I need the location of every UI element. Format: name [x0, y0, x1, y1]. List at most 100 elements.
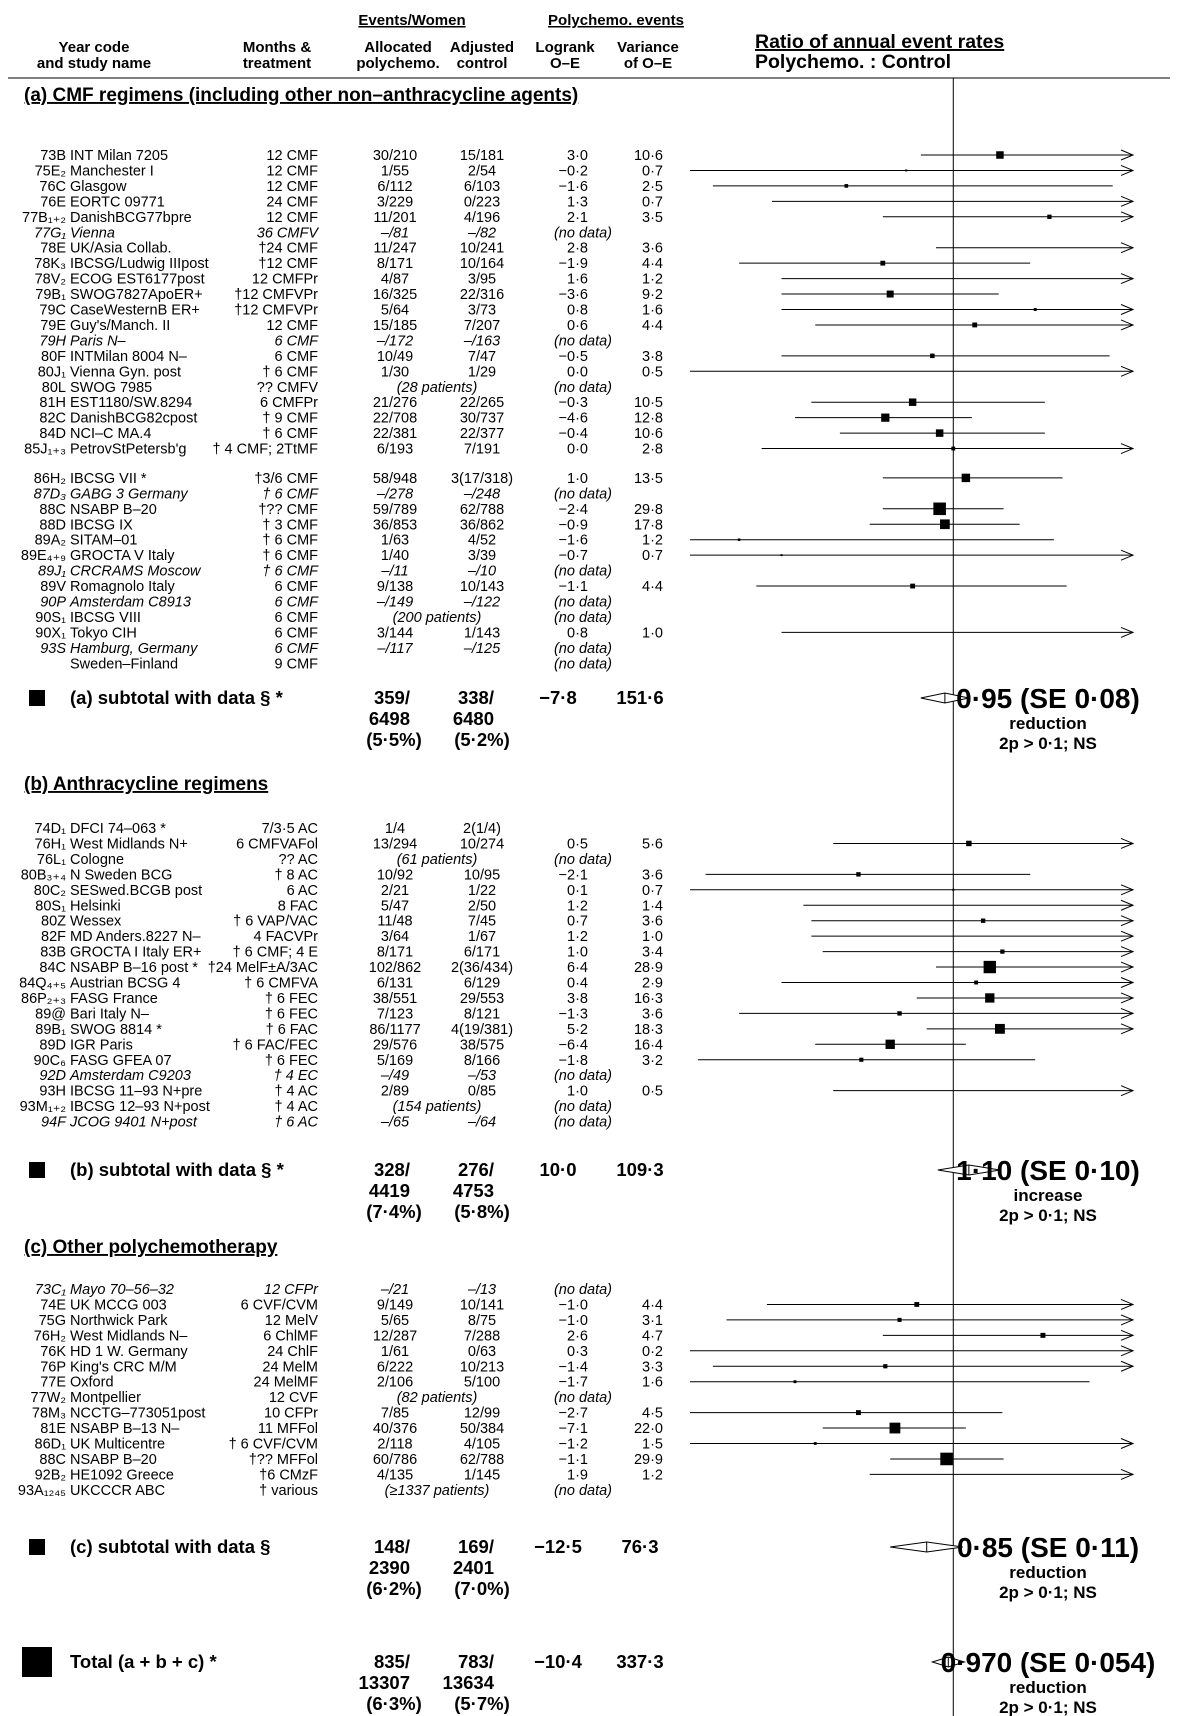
variance: 0·7 — [642, 548, 663, 564]
table-row: 78E UK/Asia Collab. †24 CMF 11/247 10/241 2·8… — [40, 241, 1135, 257]
variance: 4·4 — [642, 1297, 663, 1313]
treatment: †12 CMFVPr — [234, 287, 318, 303]
study-code: 85J₁₊₃ — [24, 442, 66, 458]
treatment: 12 CFPr — [264, 1282, 319, 1298]
logrank-oe: 0·4 — [567, 976, 588, 992]
control-events: 8/121 — [464, 1006, 500, 1022]
control-events: –/248 — [463, 486, 500, 502]
no-data-note: (no data) — [554, 1068, 612, 1084]
variance: 3·6 — [642, 241, 663, 257]
allocated-events: 16/325 — [373, 287, 417, 303]
study-code: 83B — [40, 945, 66, 961]
variance: 2·9 — [642, 976, 663, 992]
control-events: 22/377 — [460, 426, 504, 442]
logrank-oe: 3·8 — [567, 991, 588, 1007]
table-row: 77E Oxford 24 MelMF 2/106 5/100 −1·7 1·6 — [40, 1375, 1090, 1391]
header-adjusted: Adjusted — [450, 39, 514, 56]
table-row: 90C₆ FASG GFEA 07 † 6 FEC 5/169 8/166 −1·8 3·2 — [34, 1053, 1036, 1069]
control-events: –/53 — [467, 1068, 496, 1084]
logrank-oe: −0·9 — [559, 517, 588, 533]
treatment: 6 CMFVAFol — [236, 836, 318, 852]
allocated-events: 22/708 — [373, 411, 417, 427]
treatment: 12 CMF — [266, 179, 318, 195]
study-code: 75G — [39, 1313, 66, 1329]
table-row: 89V Romagnolo Italy 6 CMF 9/138 10/143 −1·1 4·… — [40, 579, 1067, 595]
study-code: 80J₁ — [38, 364, 66, 380]
allocated-events: 8/171 — [377, 256, 413, 272]
variance: 1·6 — [642, 303, 663, 319]
control-events: 22/265 — [460, 395, 504, 411]
study-name: Wessex — [70, 914, 122, 930]
logrank-oe: −1·3 — [559, 1006, 588, 1022]
table-row: 88C NSABP B–20 †?? MFFol 60/786 62/788 −1·1 29… — [39, 1452, 1004, 1468]
table-row: 86H₂ IBCSG VII * †3/6 CMF 58/948 3(17/318) 1·… — [34, 471, 1063, 487]
treatment: † various — [259, 1483, 318, 1499]
study-code: 86P₂₊₃ — [21, 991, 66, 1007]
subtotal-allocated: 6498 — [369, 708, 410, 729]
control-events: 50/384 — [460, 1421, 504, 1437]
treatment: 24 ChlF — [267, 1344, 318, 1360]
treatment: 6 AC — [287, 883, 318, 899]
table-row: 93A₁₂₄₅ UKCCCR ABC † various (≥1337 patient… — [18, 1483, 612, 1499]
arrow-head — [1120, 365, 1135, 377]
logrank-oe: 1·0 — [567, 1084, 588, 1100]
study-name: DanishBCG77bpre — [70, 210, 192, 226]
effect-square — [889, 1422, 901, 1434]
arrow-head — [1120, 837, 1135, 849]
control-events: 10/95 — [464, 867, 500, 883]
control-events: –/125 — [463, 641, 501, 657]
treatment: 12 CVF — [269, 1390, 318, 1406]
no-data-note: (no data) — [554, 1483, 612, 1499]
table-row: 77B₁₊₂ DanishBCG77bpre 12 CMF 11/201 4/196 2·… — [22, 210, 1135, 226]
table-row: 80Z Wessex † 6 VAP/VAC 11/48 7/45 0·7 3·6 — [41, 914, 1135, 930]
no-data-note: (no data) — [554, 225, 612, 241]
allocated-events: 10/49 — [377, 349, 413, 365]
patients-note: (28 patients) — [397, 380, 478, 396]
study-name: West Midlands N+ — [70, 836, 188, 852]
allocated-events: 15/185 — [373, 318, 417, 334]
subtotal-label: (a) subtotal with data § * — [70, 687, 284, 708]
study-code: 73C₁ — [35, 1282, 67, 1298]
logrank-oe: 0·3 — [567, 1344, 588, 1360]
no-data-note: (no data) — [554, 1282, 612, 1298]
total-allocated: 835/ — [374, 1651, 410, 1672]
effect-square — [952, 888, 955, 891]
no-data-note: (no data) — [554, 564, 612, 580]
effect-square — [881, 413, 890, 422]
allocated-events: –/81 — [380, 225, 409, 241]
arrow-head — [1120, 164, 1135, 176]
arrow-head — [1120, 1023, 1135, 1035]
subtotal-direction: reduction — [1009, 1563, 1086, 1582]
study-name: HE1092 Greece — [70, 1467, 174, 1483]
control-events: 62/788 — [460, 502, 504, 518]
arrow-head — [1120, 899, 1135, 911]
allocated-events: 2/89 — [381, 1084, 409, 1100]
subtotal-control: 4753 — [453, 1180, 494, 1201]
control-events: 15/181 — [460, 148, 504, 164]
arrow-head — [1120, 242, 1135, 254]
allocated-events: 11/48 — [377, 914, 412, 930]
logrank-oe: −1·6 — [559, 179, 588, 195]
allocated-events: 1/30 — [381, 364, 409, 380]
study-name: Montpellier — [70, 1390, 141, 1406]
subtotal-label: (c) subtotal with data § — [70, 1536, 270, 1557]
logrank-oe: 1·0 — [567, 471, 588, 487]
header-of-oe: of O–E — [624, 55, 672, 72]
arrow-head — [1120, 1298, 1135, 1310]
effect-square — [793, 1380, 797, 1384]
variance: 0·5 — [642, 364, 663, 380]
effect-square — [737, 538, 741, 541]
arrow-head — [1120, 1007, 1135, 1019]
variance: 4·4 — [642, 318, 663, 334]
logrank-oe: −2·7 — [559, 1406, 588, 1422]
study-name: NSABP B–20 — [70, 1452, 157, 1468]
header-group-events: Events/Women — [358, 12, 465, 29]
allocated-events: 1/63 — [381, 533, 409, 549]
table-row: 84Q₄₊₅ Austrian BCSG 4 † 6 CMFVA 6/131 6/129… — [19, 976, 1135, 992]
variance: 16·4 — [634, 1037, 663, 1053]
table-row: 79B₁ SWOG7827ApoER+ †12 CMFVPr 16/325 22/316… — [35, 287, 999, 303]
subtotal-control: 2401 — [453, 1557, 494, 1578]
logrank-oe: −1·0 — [559, 1313, 588, 1329]
effect-square — [908, 398, 917, 406]
effect-square — [1033, 308, 1037, 311]
